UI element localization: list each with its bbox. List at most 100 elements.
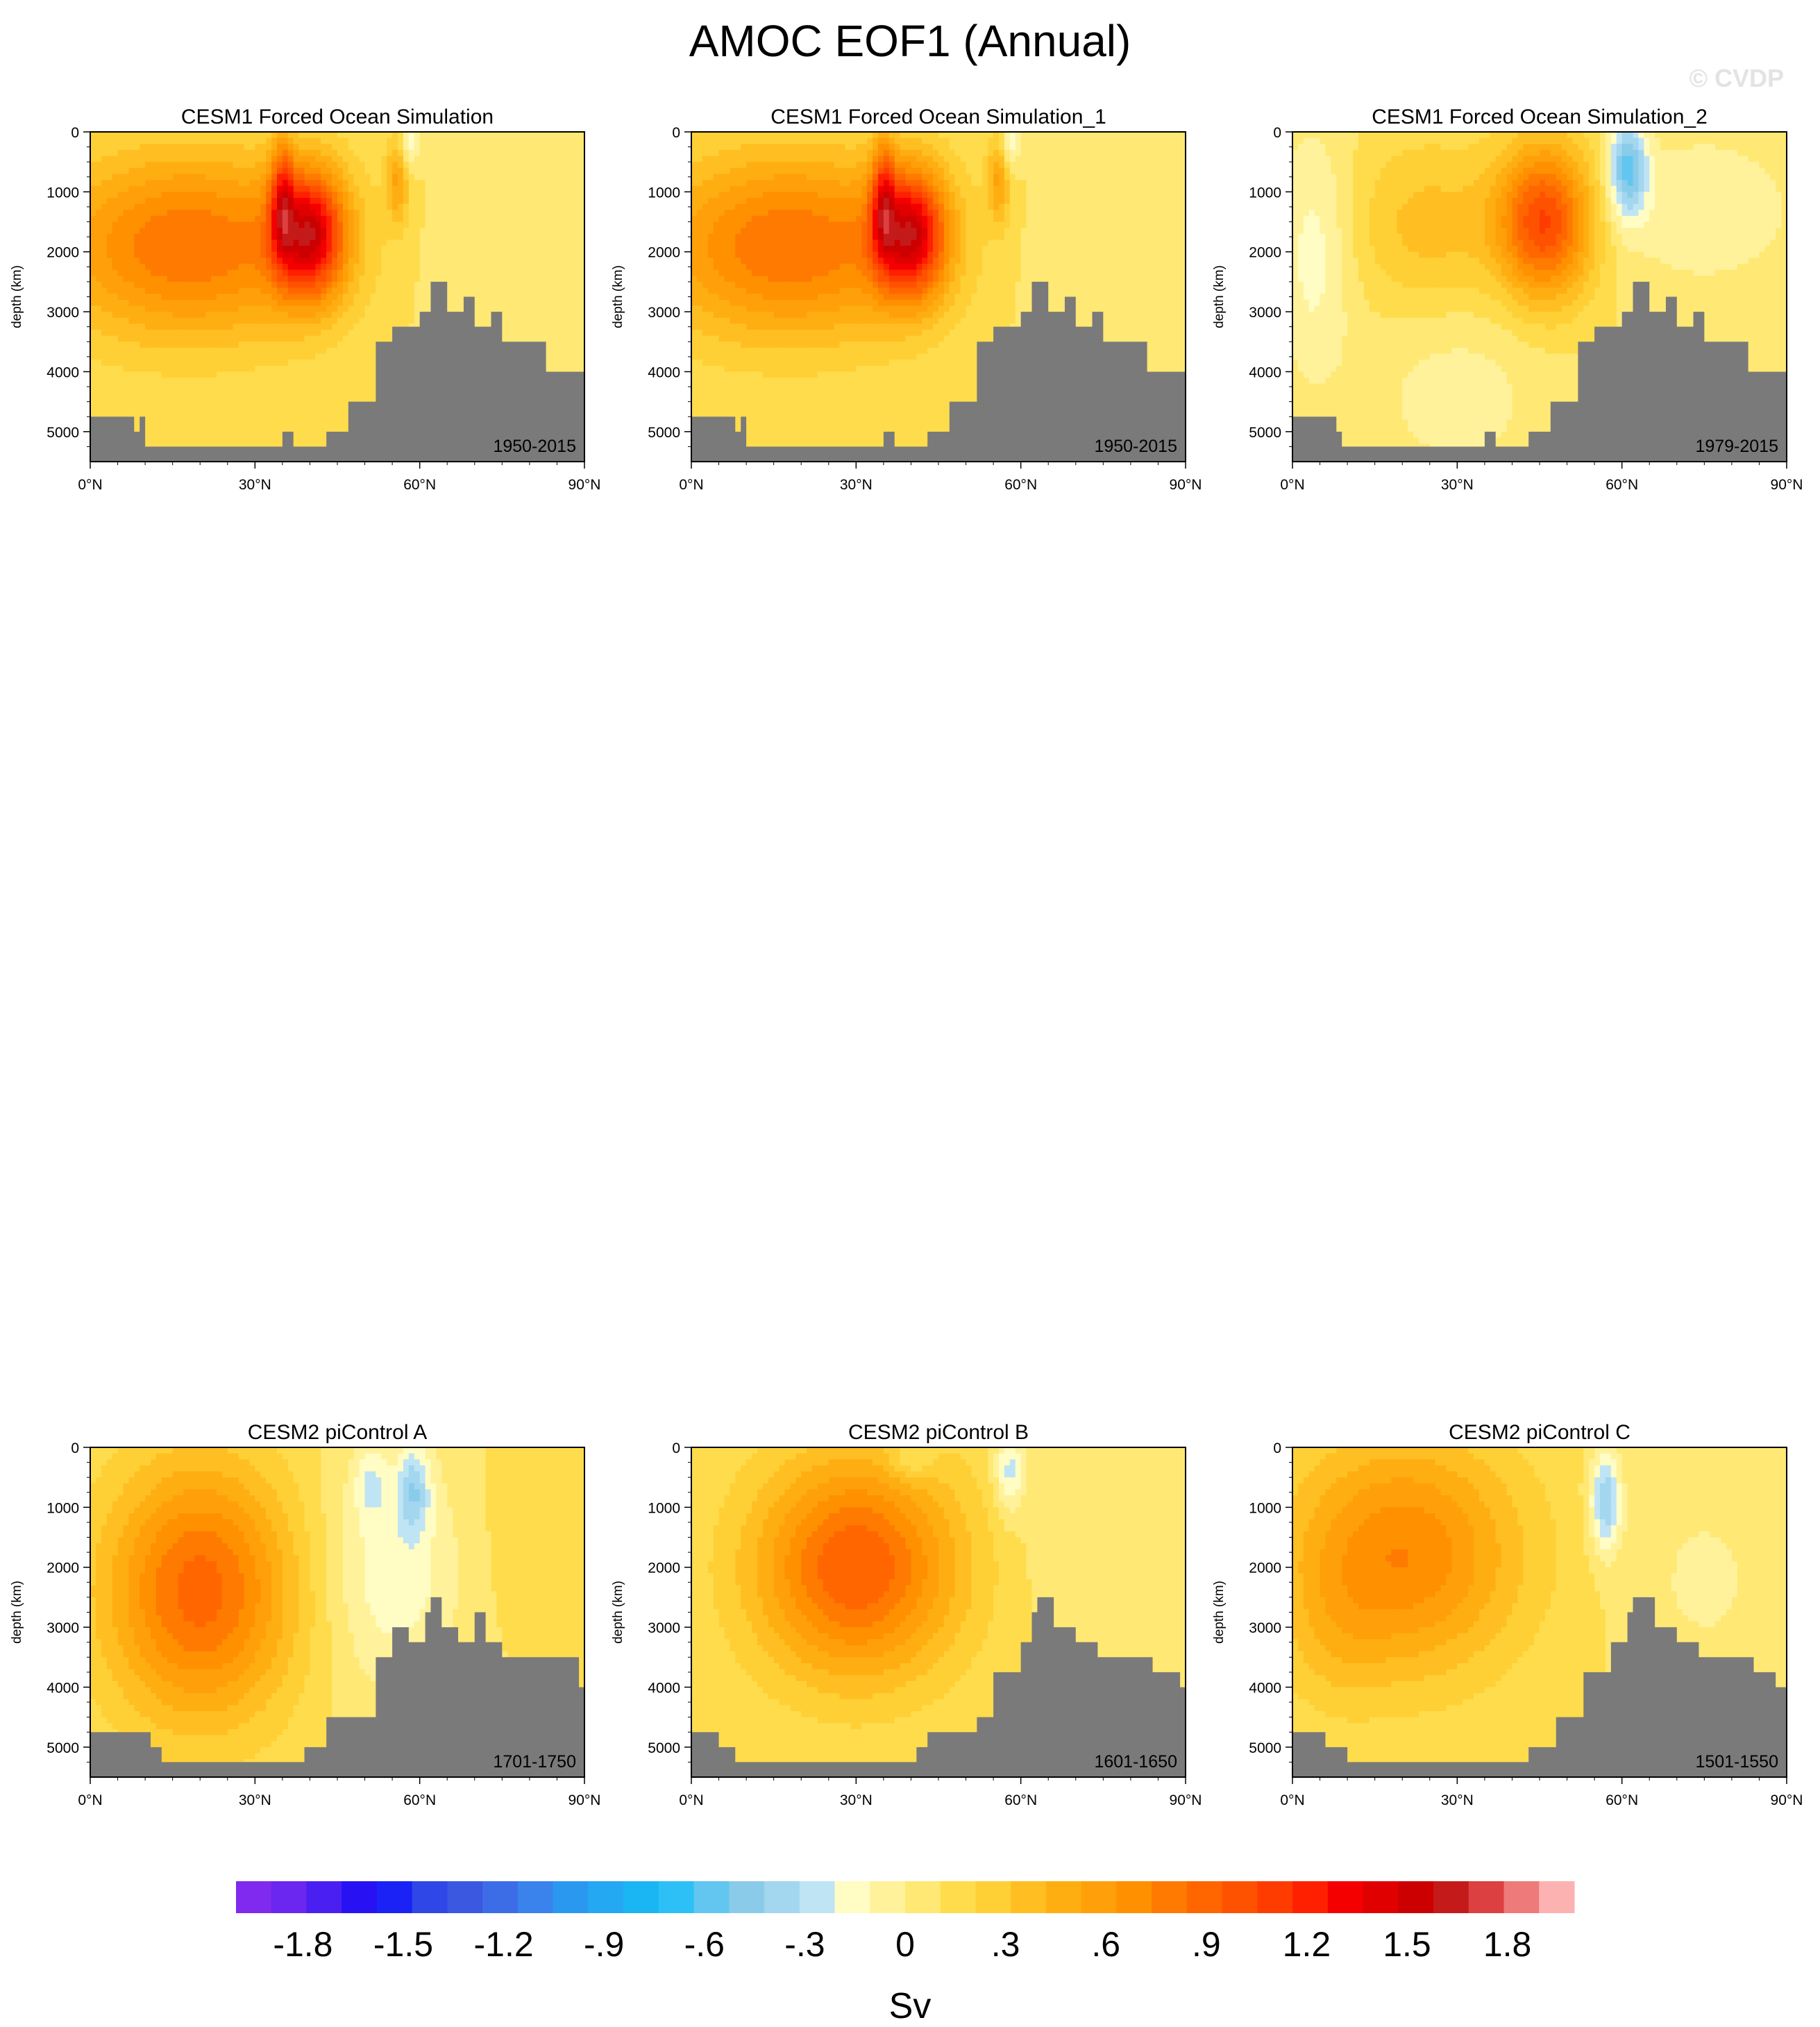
field-cell <box>414 180 421 186</box>
field-cell <box>310 186 316 192</box>
field-cell <box>194 371 201 378</box>
field-cell <box>535 252 541 258</box>
field-cell <box>343 246 349 252</box>
field-cell <box>249 144 255 150</box>
field-cell <box>96 150 102 156</box>
field-cell <box>249 180 255 186</box>
field-cell <box>255 420 261 426</box>
field-cell <box>315 210 321 216</box>
field-cell <box>222 228 228 234</box>
field-cell <box>228 330 234 336</box>
field-cell <box>573 366 580 372</box>
field-cell <box>134 426 140 432</box>
field-cell <box>354 378 360 384</box>
field-cell <box>310 432 316 438</box>
field-cell <box>271 144 278 150</box>
field-cell <box>530 174 536 180</box>
field-cell <box>277 239 283 246</box>
field-cell <box>266 420 272 426</box>
field-cell <box>453 150 459 156</box>
field-cell <box>469 198 475 204</box>
field-cell <box>381 180 387 186</box>
field-cell <box>530 132 536 138</box>
field-cell <box>205 389 212 396</box>
field-cell <box>107 360 113 366</box>
field-cell <box>288 330 294 336</box>
field-cell <box>205 186 212 192</box>
field-cell <box>239 144 245 150</box>
field-cell <box>299 192 305 198</box>
field-cell <box>222 156 228 162</box>
field-cell <box>370 198 376 204</box>
field-cell <box>112 294 119 300</box>
field-cell <box>112 342 119 348</box>
field-cell <box>173 305 179 312</box>
field-cell <box>239 186 245 192</box>
field-cell <box>239 282 245 288</box>
field-cell <box>123 162 129 168</box>
field-cell <box>310 294 316 300</box>
field-cell <box>222 371 228 378</box>
field-cell <box>480 252 487 258</box>
field-cell <box>283 270 289 276</box>
field-cell <box>486 294 492 300</box>
field-cell <box>200 354 206 360</box>
field-cell <box>381 204 387 210</box>
field-cell <box>173 348 179 354</box>
field-cell <box>200 437 206 444</box>
field-cell <box>255 407 261 414</box>
field-cell <box>145 228 151 234</box>
field-cell <box>151 264 157 270</box>
field-cell <box>332 305 338 312</box>
field-cell <box>337 174 344 180</box>
field-cell <box>134 252 140 258</box>
field-cell <box>255 432 261 438</box>
field-cell <box>519 210 525 216</box>
field-cell <box>200 186 206 192</box>
field-cell <box>260 396 267 402</box>
field-cell <box>271 420 278 426</box>
field-cell <box>128 276 135 282</box>
field-cell <box>266 216 272 222</box>
field-cell <box>189 348 195 354</box>
field-cell <box>244 216 251 222</box>
field-cell <box>217 437 223 444</box>
field-cell <box>217 348 223 354</box>
field-cell <box>194 282 201 288</box>
field-cell <box>321 336 327 342</box>
field-cell <box>343 216 349 222</box>
field-cell <box>134 336 140 342</box>
field-cell <box>260 420 267 426</box>
field-cell <box>332 330 338 336</box>
field-cell <box>294 180 300 186</box>
field-cell <box>205 192 212 198</box>
field-cell <box>112 348 119 354</box>
field-cell <box>436 228 442 234</box>
field-cell <box>123 150 129 156</box>
field-cell <box>217 150 223 156</box>
field-cell <box>145 210 151 216</box>
field-cell <box>118 384 124 390</box>
field-cell <box>480 198 487 204</box>
field-cell <box>156 174 162 180</box>
field-cell <box>519 288 525 294</box>
field-cell <box>283 318 289 324</box>
field-cell <box>260 432 267 438</box>
field-cell <box>249 210 255 216</box>
field-cell <box>162 348 168 354</box>
field-cell <box>112 282 119 288</box>
field-cell <box>178 396 185 402</box>
field-cell <box>217 252 223 258</box>
field-cell <box>200 305 206 312</box>
field-cell <box>332 276 338 282</box>
field-cell <box>365 138 371 144</box>
field-cell <box>178 239 185 246</box>
field-cell <box>189 246 195 252</box>
field-cell <box>524 186 530 192</box>
field-cell <box>398 300 404 306</box>
field-cell <box>183 318 189 324</box>
field-cell <box>469 246 475 252</box>
field-cell <box>315 234 321 240</box>
field-cell <box>277 426 283 432</box>
field-cell <box>541 222 547 228</box>
